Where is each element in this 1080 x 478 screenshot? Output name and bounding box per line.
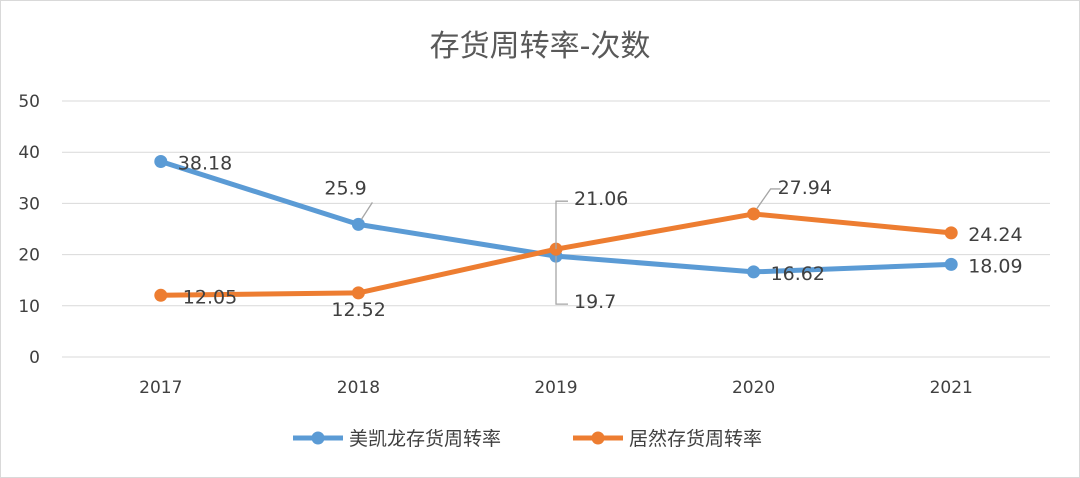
data-point	[747, 265, 761, 279]
legend-marker	[591, 431, 605, 445]
x-tick-label: 2020	[732, 378, 775, 398]
data-label: 25.9	[324, 177, 366, 199]
data-label: 38.18	[178, 153, 232, 175]
x-tick-label: 2018	[337, 378, 380, 398]
legend-label: 美凯龙存货周转率	[349, 428, 501, 450]
y-tick-label: 30	[18, 194, 40, 214]
data-label: 19.7	[574, 291, 616, 313]
data-point	[351, 217, 365, 231]
x-tick-label: 2017	[139, 378, 182, 398]
data-label: 21.06	[574, 188, 628, 210]
legend-label: 居然存货周转率	[629, 428, 762, 450]
chart-title: 存货周转率-次数	[430, 29, 651, 64]
data-point	[747, 207, 761, 221]
data-point	[351, 286, 365, 300]
y-tick-label: 20	[18, 246, 40, 266]
leader-line	[756, 188, 781, 210]
x-tick-label: 2019	[534, 378, 577, 398]
data-label: 16.62	[771, 263, 825, 285]
data-label: 24.24	[968, 224, 1022, 246]
leader-line	[360, 202, 373, 220]
data-point	[944, 257, 958, 271]
y-tick-label: 10	[18, 297, 40, 317]
leader-line	[555, 200, 568, 250]
data-point	[944, 226, 958, 240]
data-point	[154, 155, 168, 169]
y-tick-label: 0	[29, 348, 40, 368]
data-label: 12.52	[331, 299, 385, 321]
leader-line	[555, 256, 568, 305]
legend-item: 美凯龙存货周转率	[293, 428, 501, 450]
legend-item: 居然存货周转率	[573, 428, 762, 450]
data-label: 12.05	[183, 286, 237, 308]
legend-marker	[311, 431, 325, 445]
data-point	[154, 288, 168, 302]
y-tick-label: 50	[18, 92, 40, 112]
data-label: 27.94	[778, 177, 832, 199]
y-tick-label: 40	[18, 143, 40, 163]
data-label: 18.09	[968, 255, 1022, 277]
x-tick-label: 2021	[930, 378, 973, 398]
